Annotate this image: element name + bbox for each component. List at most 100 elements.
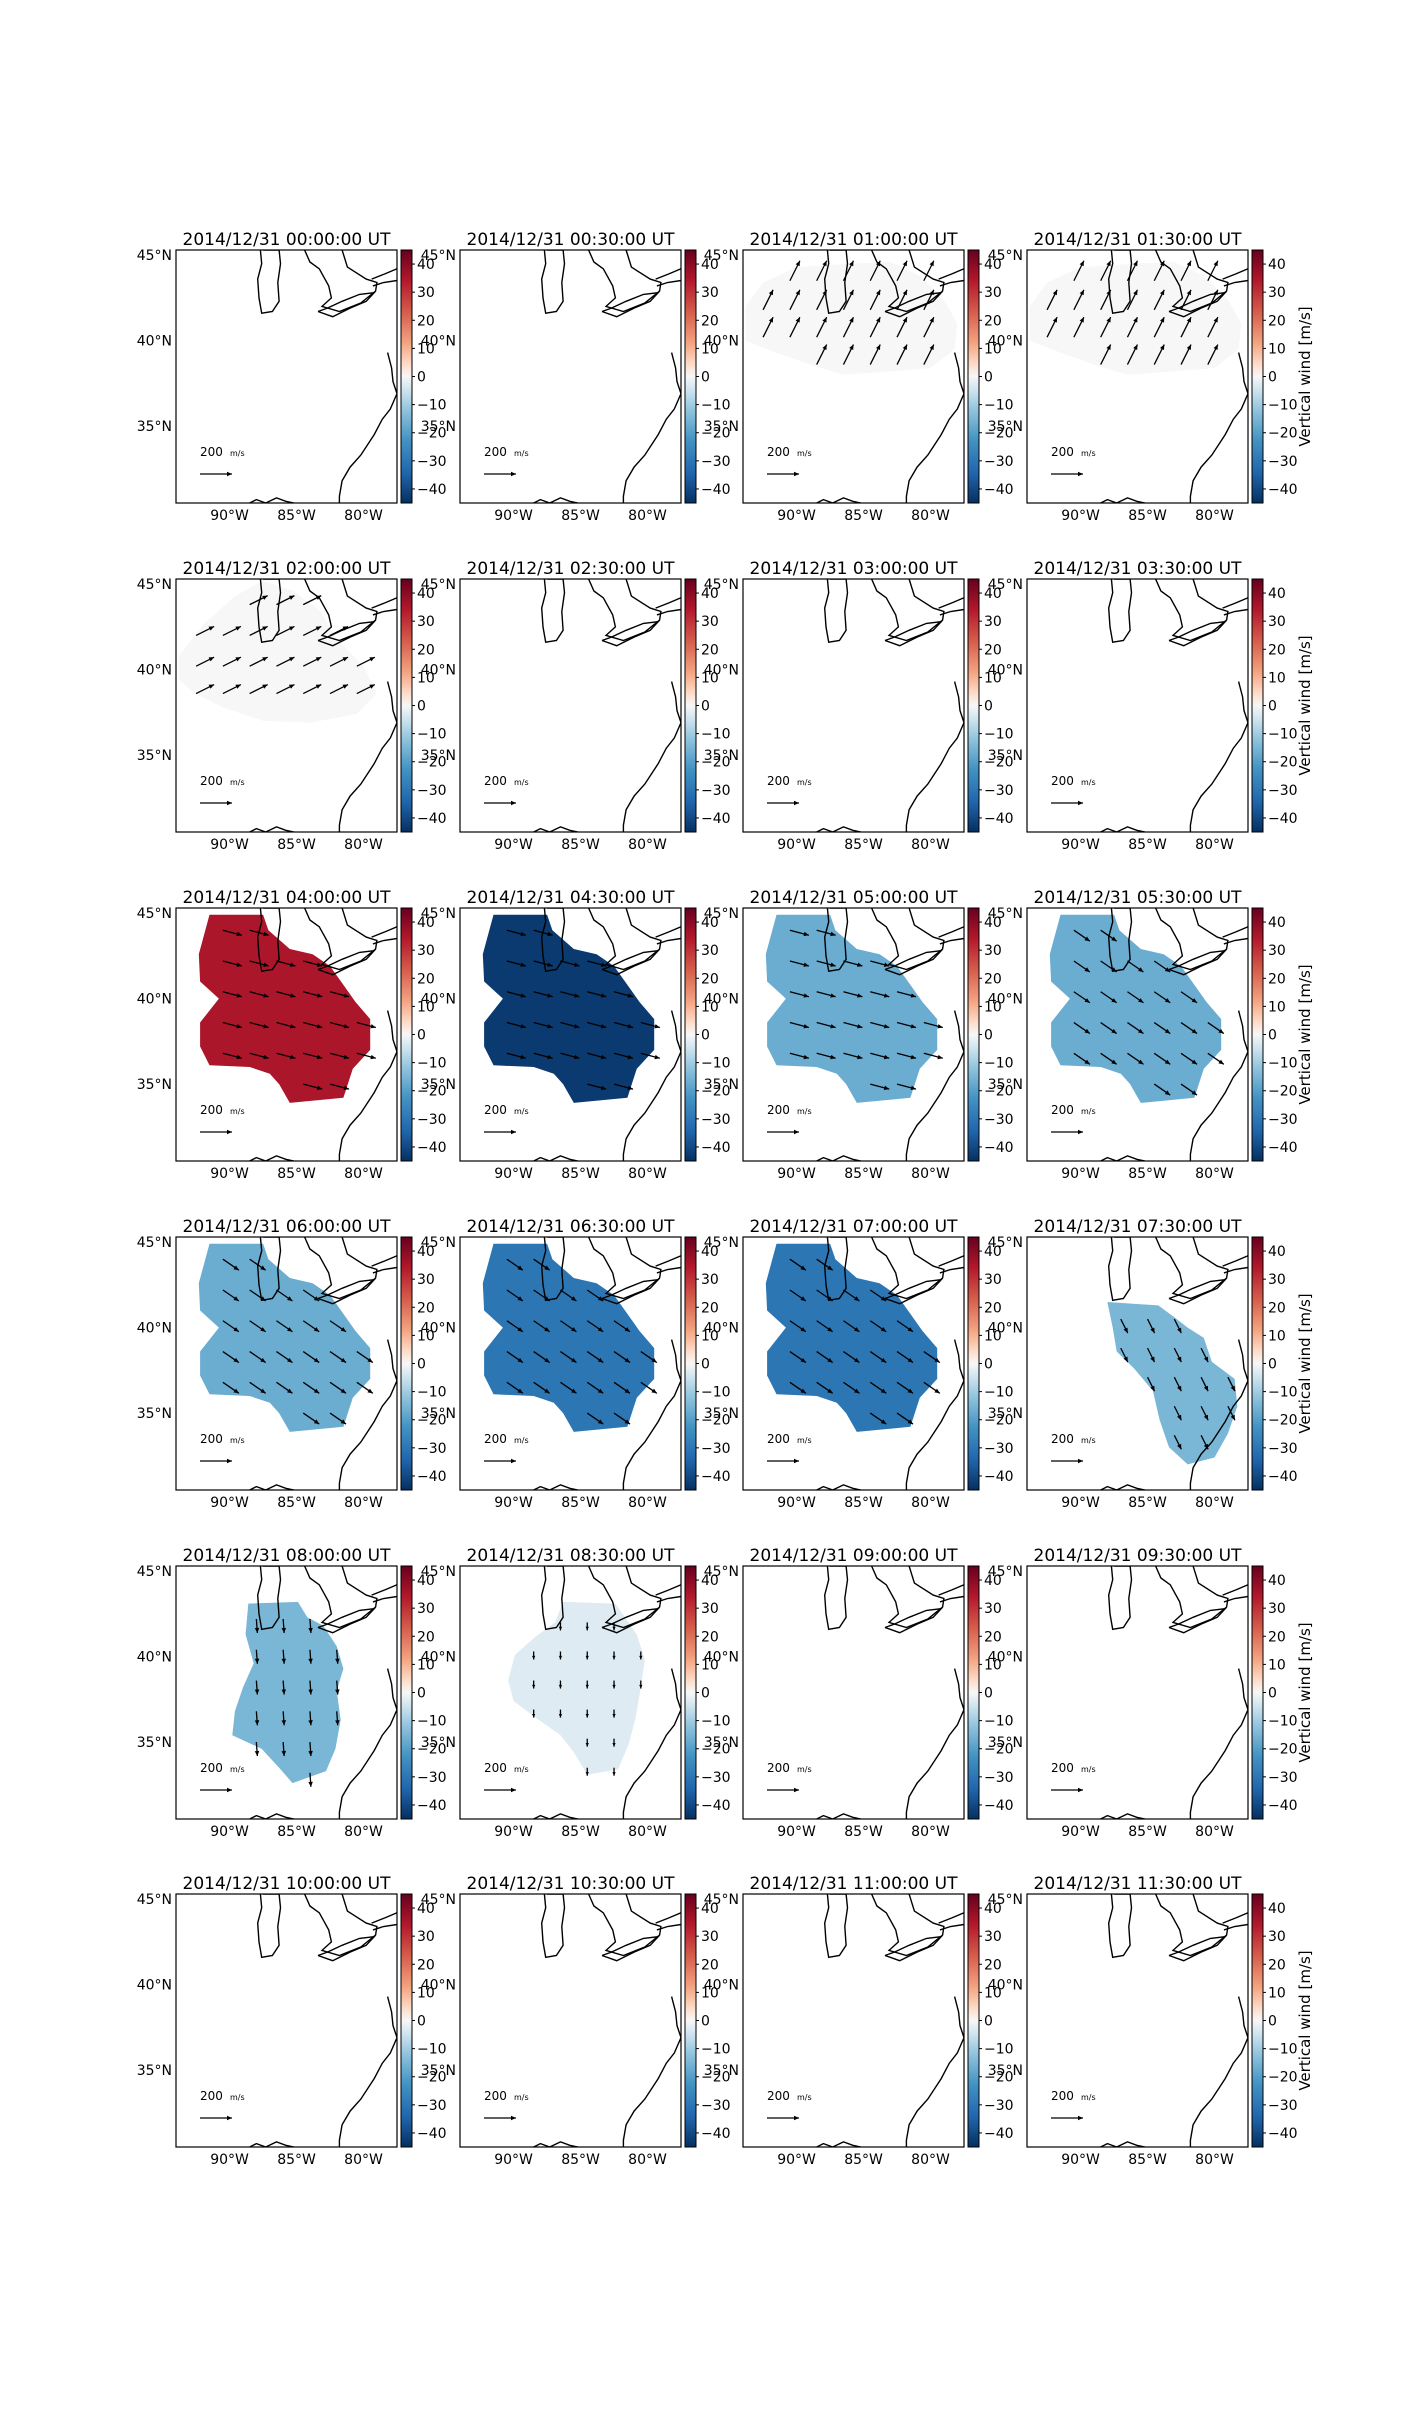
wind-vector: [843, 1021, 863, 1029]
colorbar-tick-label: 0: [984, 1357, 993, 1373]
wind-vector: [533, 1021, 553, 1029]
wind-vector: [506, 1381, 524, 1394]
map-frame: [459, 1565, 682, 1820]
wind-vector: [329, 683, 349, 695]
colorbar-tick-label: 0: [984, 699, 993, 715]
wind-vector: [843, 1381, 860, 1394]
reference-arrow: [1051, 1787, 1083, 1793]
lat-tick-label: 40°N: [704, 334, 739, 350]
wind-vector: [789, 316, 801, 338]
wind-vector: [222, 1258, 240, 1271]
wind-vector: [585, 1651, 589, 1660]
colorbar-tick-label: 0: [1268, 1028, 1277, 1044]
wind-vector: [222, 960, 243, 967]
lon-tick-label: 80°W: [344, 837, 383, 853]
wind-vector: [1173, 1376, 1182, 1392]
wind-vector: [896, 344, 908, 365]
wind-vector: [1180, 1052, 1198, 1065]
wind-vector: [249, 1350, 267, 1364]
wind-vector: [789, 1320, 807, 1333]
wind-vector: [1100, 929, 1118, 942]
colorbar-tick-label: −30: [701, 1770, 731, 1786]
colorbar-tick-label: −20: [417, 426, 447, 442]
wind-vector: [1173, 1435, 1182, 1450]
wind-vector: [1180, 1021, 1198, 1035]
wind-vector: [1200, 1435, 1209, 1450]
wind-vector: [585, 1680, 589, 1689]
wind-vector: [222, 1320, 240, 1333]
lon-tick-label: 90°W: [210, 1495, 249, 1511]
panel-title: 2014/12/31 02:00:00 UT: [183, 559, 392, 579]
wind-vector: [1146, 1318, 1156, 1334]
colorbar-tick-label: 40: [701, 1573, 719, 1589]
wind-vector: [506, 1350, 524, 1364]
colorbar-tick-label: −30: [1268, 783, 1298, 799]
reference-arrow-unit: m/s: [797, 1436, 812, 1445]
wind-vector: [870, 1021, 890, 1029]
wind-vector: [302, 1289, 320, 1302]
wind-vector: [506, 1320, 524, 1333]
lon-tick-label: 85°W: [277, 2152, 316, 2168]
coastline: [249, 908, 397, 1161]
colorbar-tick-label: 30: [701, 1601, 719, 1617]
wind-vector: [923, 344, 935, 365]
wind-vector: [586, 1412, 604, 1425]
colorbar-tick-label: −30: [701, 783, 731, 799]
reference-arrow-label: 200: [767, 445, 790, 459]
wind-vector: [533, 1381, 551, 1394]
panel-title: 2014/12/31 11:30:00 UT: [1034, 1874, 1243, 1894]
wind-vector: [789, 1289, 807, 1302]
wind-vector: [1153, 1083, 1171, 1096]
wind-vector: [532, 1680, 536, 1689]
colorbar-tick-label: 10: [984, 1985, 1002, 2001]
wind-vector: [533, 991, 553, 998]
colorbar-tick-label: −10: [417, 1385, 447, 1401]
lon-tick-label: 80°W: [1195, 1824, 1234, 1840]
colorbar-tick-label: 20: [701, 1957, 719, 1973]
lat-tick-label: 35°N: [137, 2063, 172, 2079]
lat-tick-label: 35°N: [421, 2063, 456, 2079]
map-frame: [175, 578, 398, 833]
wind-vector: [1180, 289, 1192, 311]
lon-tick-label: 80°W: [911, 1495, 950, 1511]
colorbar-label: Vertical wind [m/s]: [1296, 964, 1314, 1104]
wind-vector: [1200, 1347, 1209, 1363]
wind-vector: [506, 991, 527, 998]
wind-vector: [816, 1258, 834, 1271]
wind-vector: [1180, 344, 1192, 365]
wind-vector: [1173, 1347, 1182, 1363]
lon-tick-label: 85°W: [277, 1824, 316, 1840]
wind-vector: [1046, 316, 1058, 338]
colorbar-tick-label: 30: [701, 1929, 719, 1945]
colorbar-tick-label: 0: [701, 370, 710, 386]
lat-tick-label: 35°N: [988, 2063, 1023, 2079]
wind-vector: [222, 683, 242, 695]
wind-vector: [303, 1083, 323, 1090]
colorbar-tick-label: 40: [1268, 1901, 1286, 1917]
wind-vector: [533, 1350, 551, 1364]
colorbar-tick-label: 30: [984, 1601, 1002, 1617]
wind-vector: [869, 1412, 887, 1425]
colorbar-tick-label: 20: [984, 1300, 1002, 1316]
colorbar-tick-label: −40: [984, 482, 1014, 498]
lon-tick-label: 85°W: [844, 508, 883, 524]
wind-vector: [303, 1021, 323, 1029]
lon-tick-label: 80°W: [911, 1166, 950, 1182]
colorbar-tick-label: −30: [701, 454, 731, 470]
wind-vector: [1073, 260, 1085, 282]
map-frame: [1026, 249, 1249, 504]
colorbar-tick-label: −40: [701, 1140, 731, 1156]
wind-vector: [558, 1622, 563, 1631]
wind-vector: [276, 1320, 293, 1333]
colorbar-tick-label: −10: [701, 1714, 731, 1730]
map-frame: [742, 1893, 965, 2148]
wind-vector: [302, 1320, 320, 1333]
wind-vector: [249, 625, 268, 636]
wind-vector: [1146, 1347, 1156, 1363]
wind-vector: [356, 683, 376, 695]
map-frame: [1026, 1565, 1249, 1820]
wind-vector: [896, 1021, 917, 1029]
